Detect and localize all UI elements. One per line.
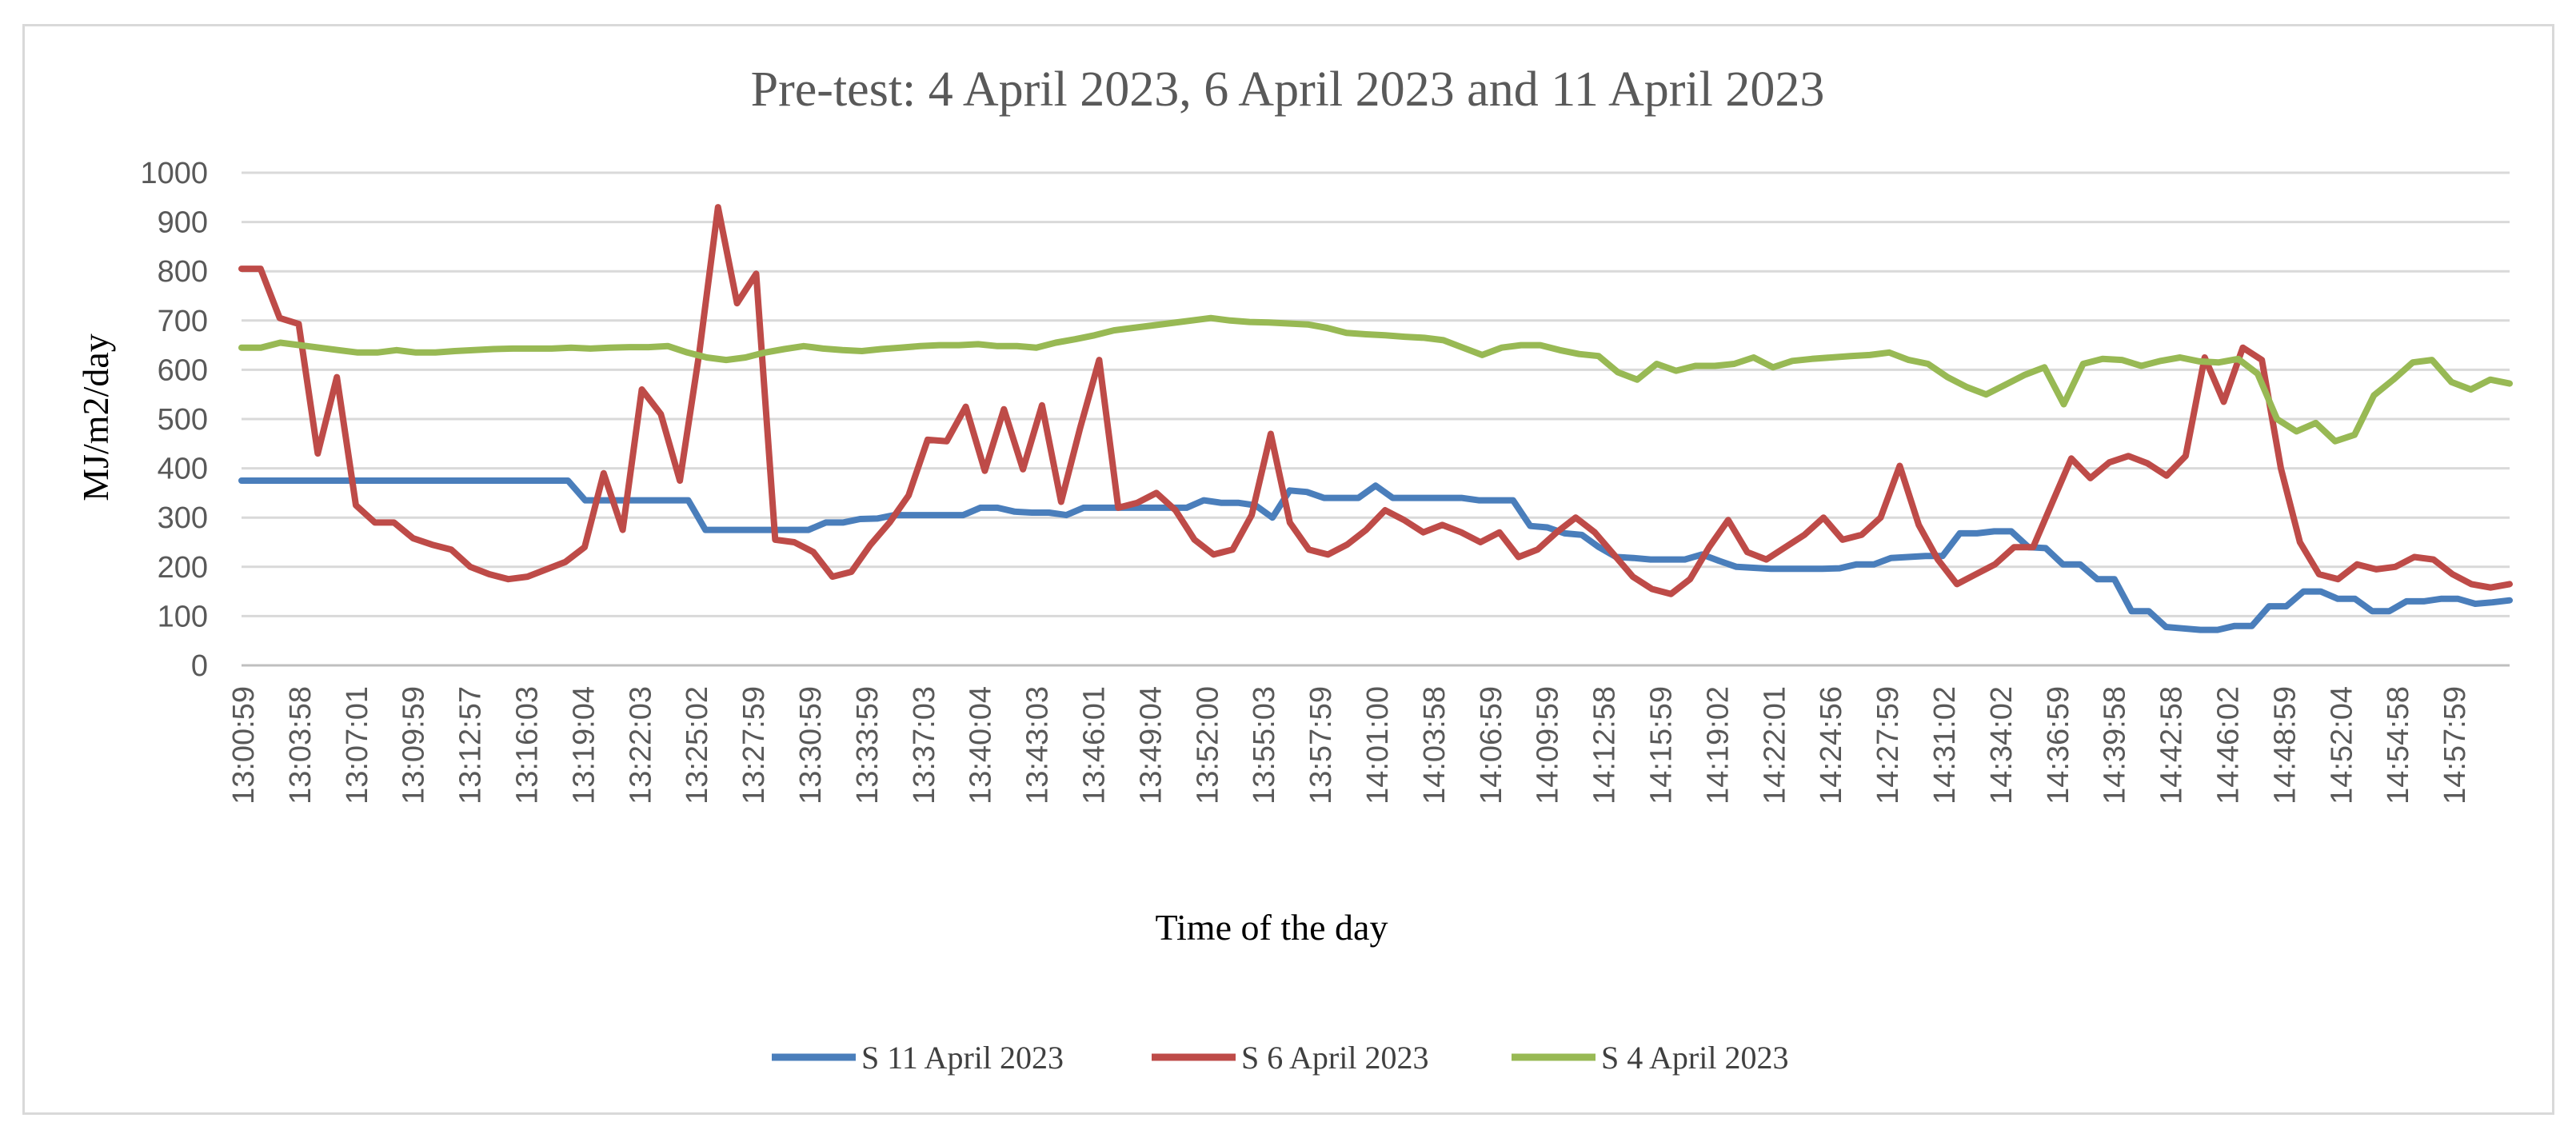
y-tick-label: 700: [158, 305, 208, 338]
y-tick-label: 300: [158, 501, 208, 535]
y-tick-label: 800: [158, 255, 208, 289]
x-tick-label: 13:09:59: [397, 686, 431, 805]
x-tick-label: 13:25:02: [681, 686, 714, 805]
x-tick-label: 14:46:02: [2212, 686, 2246, 805]
x-axis-ticks: 13:00:59 13:03:58 13:07:01 13:09:59 13:12:57…: [227, 686, 2472, 805]
x-tick-label: 14:15:59: [1645, 686, 1679, 805]
x-tick-label: 13:40:04: [965, 686, 998, 805]
x-tick-label: 13:12:57: [454, 686, 488, 805]
x-tick-label: 14:01:00: [1361, 686, 1395, 805]
x-tick-label: 13:43:03: [1021, 686, 1055, 805]
x-tick-label: 14:03:58: [1418, 686, 1452, 805]
y-axis-ticks: 0 100 200 300 400 500 600 700 800 900 1000: [140, 157, 208, 683]
legend-label-0: S 11 April 2023: [861, 1040, 1064, 1076]
y-tick-label: 200: [158, 551, 208, 585]
x-tick-label: 13:27:59: [737, 686, 771, 805]
y-tick-label: 900: [158, 206, 208, 240]
y-tick-label: 500: [158, 403, 208, 437]
x-tick-label: 14:06:59: [1475, 686, 1508, 805]
series-line-1: [238, 204, 2513, 597]
x-tick-label: 13:33:59: [851, 686, 885, 805]
x-tick-label: 13:55:03: [1248, 686, 1281, 805]
y-tick-label: 1000: [140, 157, 208, 190]
x-tick-label: 14:57:59: [2438, 686, 2472, 805]
x-tick-label: 14:42:58: [2155, 686, 2189, 805]
x-tick-label: 14:48:59: [2268, 686, 2302, 805]
x-axis-label: Time of the day: [1156, 907, 1388, 948]
series-line-2: [238, 314, 2513, 445]
y-tick-label: 100: [158, 600, 208, 633]
x-tick-label: 14:54:58: [2382, 686, 2415, 805]
x-tick-label: 14:52:04: [2325, 686, 2358, 805]
y-tick-label: 400: [158, 453, 208, 486]
legend: S 11 April 2023 S 6 April 2023 S 4 April 2…: [772, 1040, 1788, 1076]
series-line-0: [238, 477, 2513, 633]
x-tick-label: 14:31:02: [1928, 686, 1962, 805]
x-tick-label: 14:24:56: [1815, 686, 1848, 805]
x-tick-label: 13:22:03: [624, 686, 657, 805]
x-tick-label: 13:46:01: [1078, 686, 1112, 805]
x-tick-label: 13:16:03: [511, 686, 545, 805]
legend-label-1: S 6 April 2023: [1241, 1040, 1428, 1076]
x-tick-label: 13:49:04: [1134, 686, 1168, 805]
gridlines: [242, 171, 2510, 667]
x-tick-label: 13:30:59: [794, 686, 828, 805]
x-tick-label: 14:34:02: [1985, 686, 2019, 805]
x-tick-label: 13:57:59: [1304, 686, 1338, 805]
y-tick-label: 600: [158, 353, 208, 387]
x-tick-label: 13:03:58: [284, 686, 318, 805]
x-tick-label: 13:37:03: [908, 686, 941, 805]
x-tick-label: 14:12:58: [1588, 686, 1622, 805]
x-tick-label: 14:19:02: [1701, 686, 1735, 805]
legend-label-2: S 4 April 2023: [1601, 1040, 1788, 1076]
x-tick-label: 14:36:59: [2042, 686, 2075, 805]
x-tick-label: 13:00:59: [227, 686, 261, 805]
x-tick-label: 14:22:01: [1758, 686, 1791, 805]
x-tick-label: 13:07:01: [341, 686, 374, 805]
series-lines: [238, 204, 2513, 633]
y-axis-label: MJ/m2/day: [75, 333, 116, 501]
chart-title: Pre-test: 4 April 2023, 6 April 2023 and…: [751, 62, 1825, 117]
y-tick-label: 0: [191, 649, 208, 683]
x-tick-label: 13:19:04: [567, 686, 601, 805]
chart-frame: [22, 24, 2554, 1115]
x-tick-label: 14:27:59: [1871, 686, 1905, 805]
x-tick-label: 14:09:59: [1532, 686, 1565, 805]
x-tick-label: 13:52:00: [1191, 686, 1224, 805]
x-tick-label: 14:39:58: [2099, 686, 2132, 805]
